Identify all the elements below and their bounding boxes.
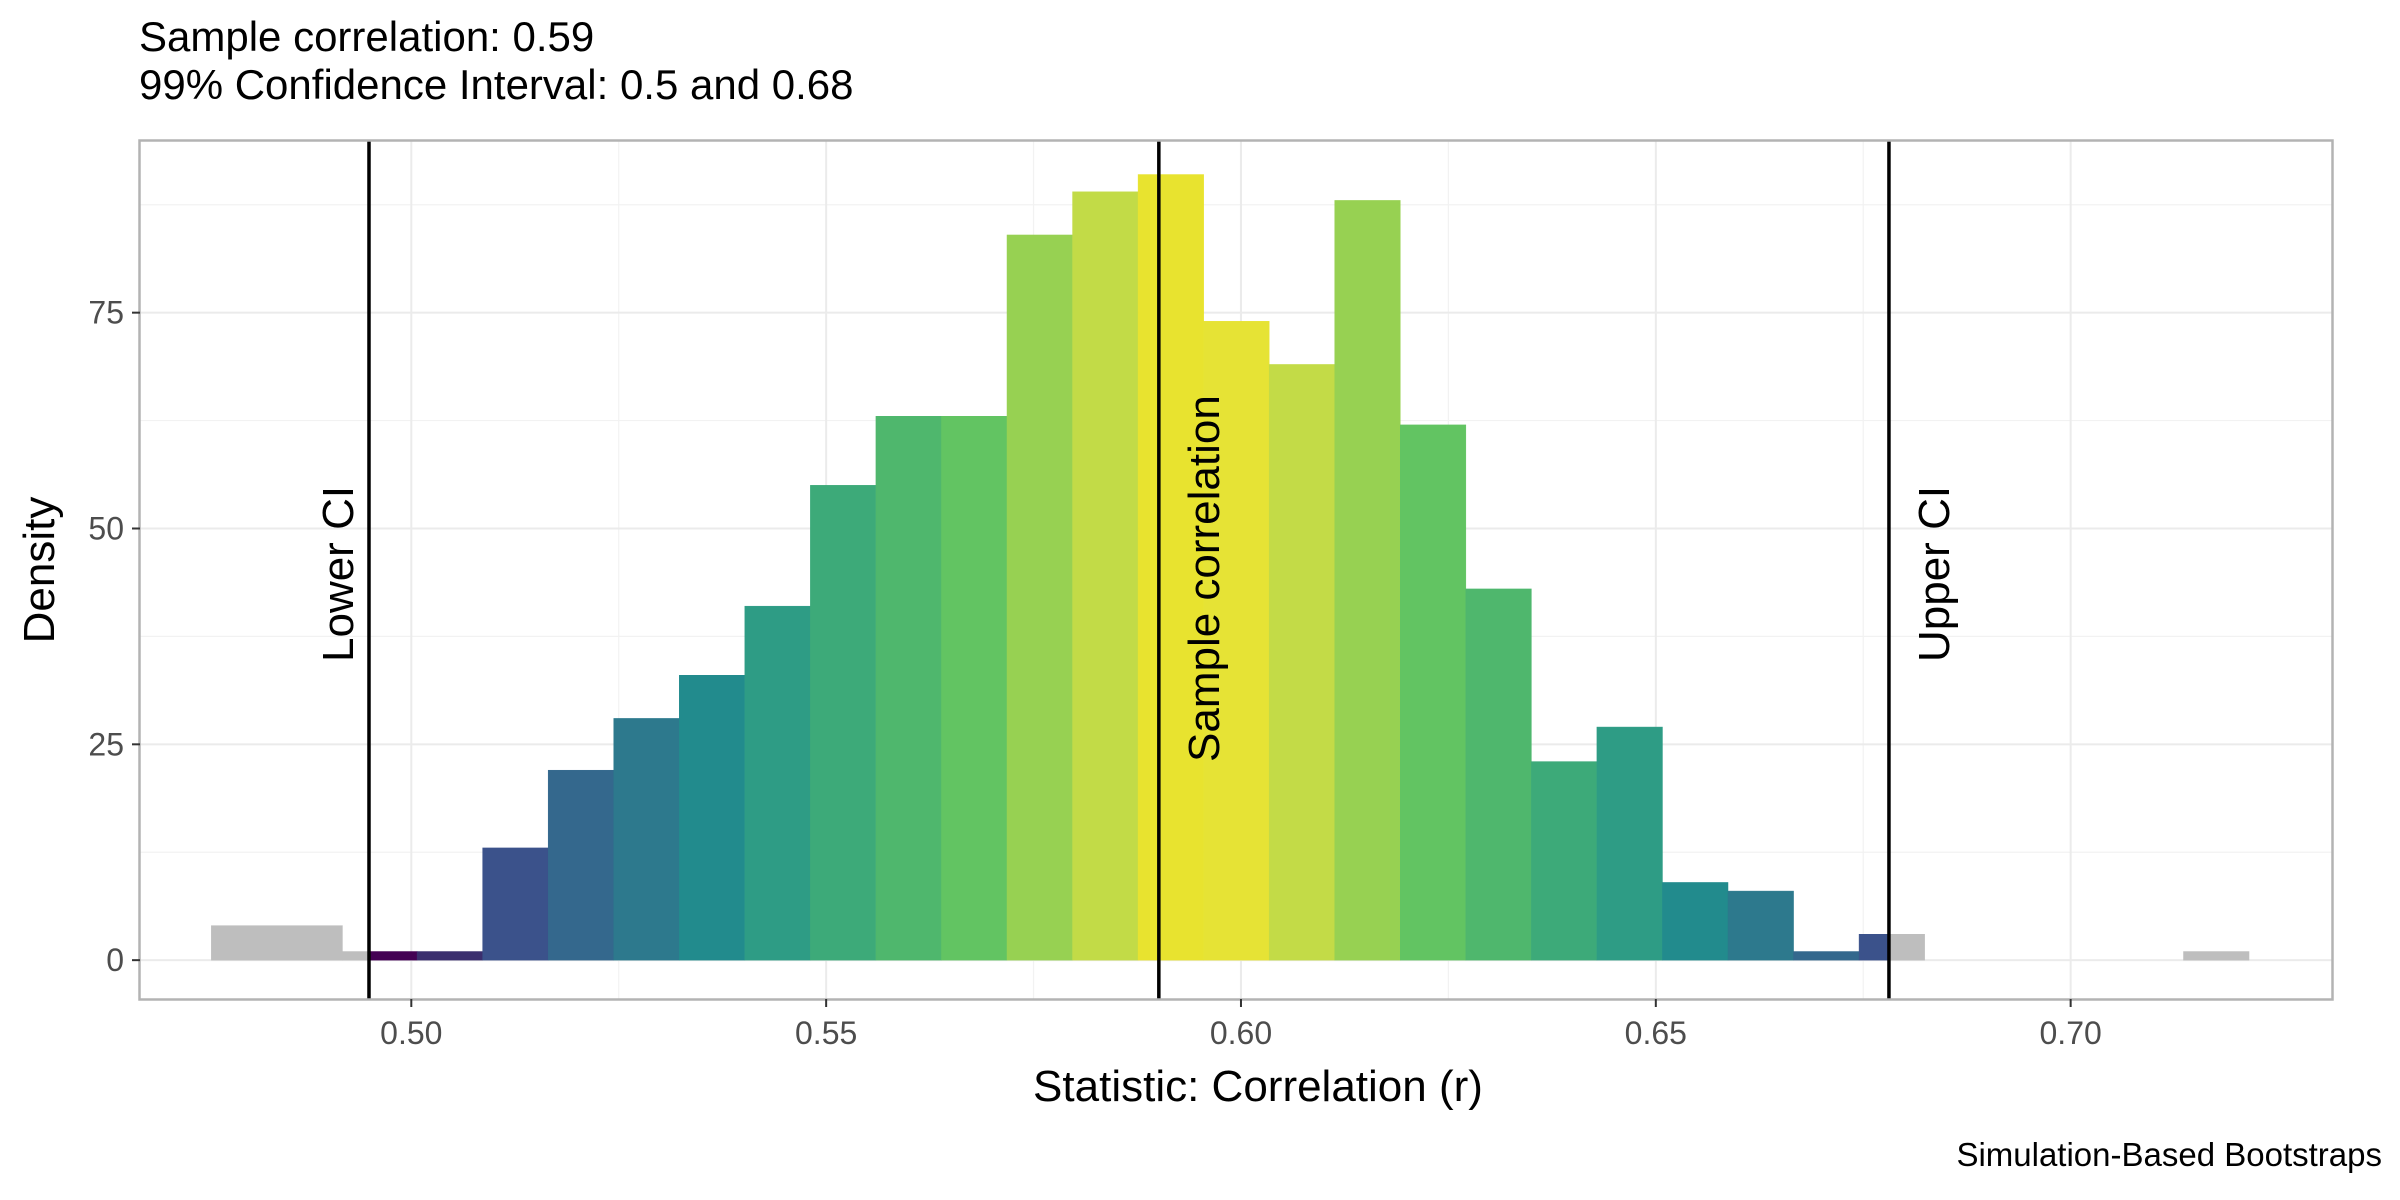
histogram-bar: [368, 951, 418, 961]
histogram-bar: [482, 847, 549, 961]
histogram-bar: [547, 769, 614, 961]
x-tick-label: 0.55: [795, 1015, 857, 1051]
histogram-bar: [1137, 174, 1204, 961]
vline-label: Sample correlation: [1180, 395, 1229, 762]
histogram-bar: [875, 416, 942, 961]
histogram-bar: [1662, 882, 1729, 961]
y-tick-label: 75: [88, 295, 124, 331]
x-axis-label: Statistic: Correlation (r): [1033, 1062, 1483, 1111]
histogram-bar: [2183, 951, 2250, 961]
y-axis-ticks: 0 25 50 75: [88, 295, 140, 978]
y-tick-label: 50: [88, 510, 124, 546]
histogram-bar: [1858, 934, 1890, 961]
histogram-bar: [613, 718, 680, 961]
histogram-bar: [1334, 200, 1401, 961]
histogram-bar: [342, 951, 370, 961]
vline-label: Upper CI: [1910, 486, 1959, 662]
histogram-bar: [1203, 321, 1270, 961]
y-tick-label: 25: [88, 726, 124, 762]
histogram-bar: [1531, 761, 1598, 961]
y-axis-label: Density: [15, 497, 64, 644]
histogram-bar: [679, 675, 746, 961]
panel-border: [138, 139, 2334, 1001]
histogram-bar: [941, 416, 1008, 961]
histogram-bar: [1072, 191, 1139, 961]
chart-subtitle-sample-correlation: Sample correlation: 0.59: [139, 13, 595, 60]
x-axis-ticks: 0.50 0.55 0.60 0.65 0.70: [380, 999, 2102, 1051]
chart-caption: Simulation-Based Bootstraps: [1956, 1136, 2382, 1173]
vline-label: Lower CI: [314, 486, 363, 662]
histogram-bar: [1793, 951, 1860, 961]
histogram-bar: [1268, 364, 1335, 961]
histogram-bar: [810, 485, 877, 961]
histogram-bar: [1727, 890, 1794, 961]
histogram-bar: [1400, 424, 1467, 961]
histogram-bar: [744, 605, 811, 961]
x-tick-label: 0.70: [2040, 1015, 2102, 1051]
x-tick-label: 0.60: [1210, 1015, 1272, 1051]
histogram-bar: [416, 951, 483, 961]
chart-subtitle-confidence-interval: 99% Confidence Interval: 0.5 and 0.68: [139, 61, 854, 108]
y-tick-label: 0: [106, 942, 124, 978]
histogram-bar: [211, 925, 343, 961]
histogram-bar: [1888, 934, 1925, 961]
histogram-bar: [1465, 588, 1532, 961]
reference-lines: Lower CI Sample correlation Upper CI: [314, 140, 1959, 999]
histogram-bar: [1006, 234, 1073, 961]
histogram-bar: [1596, 726, 1663, 961]
x-tick-label: 0.65: [1625, 1015, 1687, 1051]
histogram-bars: [211, 174, 2250, 961]
x-tick-label: 0.50: [380, 1015, 442, 1051]
